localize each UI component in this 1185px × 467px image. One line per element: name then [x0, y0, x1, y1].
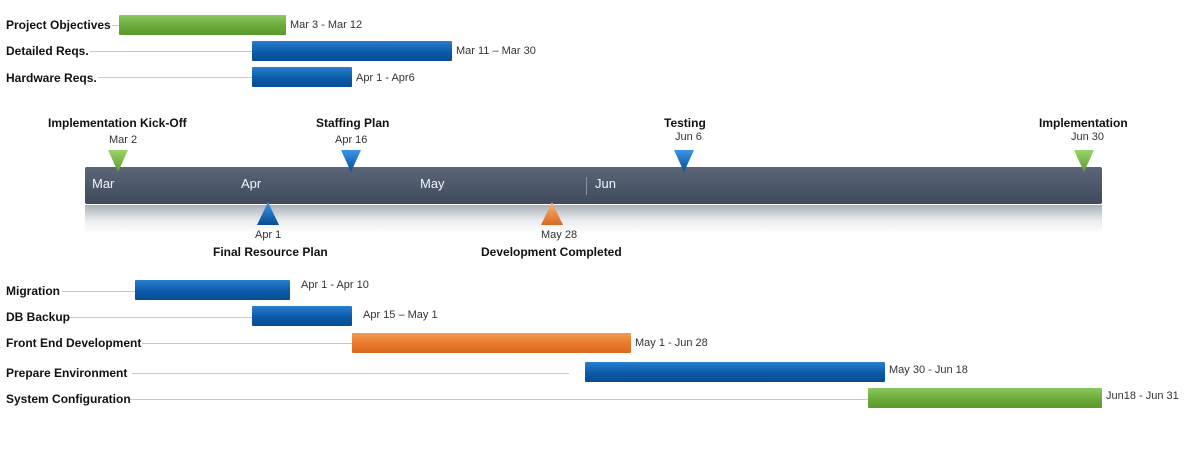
milestone-date: May 28	[541, 229, 578, 241]
milestone-date: Mar 2	[109, 134, 138, 146]
milestone-triangle-up-icon[interactable]	[256, 201, 280, 226]
guide-line	[142, 343, 352, 344]
task-range: Mar 11 – Mar 30	[456, 45, 536, 57]
task-bar[interactable]	[352, 333, 631, 353]
month-label: Apr	[241, 176, 262, 191]
task-range: Jun18 - Jun 31	[1106, 390, 1179, 402]
timeline-bar	[85, 167, 1102, 204]
task-range: May 30 - Jun 18	[889, 364, 968, 376]
milestone-triangle-up-icon[interactable]	[540, 201, 564, 226]
milestone-date: Jun 30	[1071, 131, 1105, 143]
milestone-title: Testing	[664, 116, 706, 130]
milestone-date: Apr 16	[335, 134, 368, 146]
guide-line	[98, 77, 252, 78]
task-bar[interactable]	[252, 306, 352, 326]
milestone-date: Jun 6	[675, 131, 702, 143]
task-label: System Configuration	[6, 392, 131, 406]
guide-line	[112, 25, 120, 26]
month-label: Jun	[595, 176, 616, 191]
guide-line	[68, 317, 252, 318]
milestone-triangle-down-icon[interactable]	[1073, 149, 1095, 173]
month-label: May	[420, 176, 445, 191]
guide-line	[130, 399, 868, 400]
task-label: Migration	[6, 284, 60, 298]
task-bar[interactable]	[868, 388, 1102, 408]
milestone-triangle-down-icon[interactable]	[107, 149, 129, 173]
task-label: Detailed Reqs.	[6, 44, 89, 58]
month-label: Mar	[92, 176, 115, 191]
task-range: Apr 15 – May 1	[363, 309, 438, 321]
task-range: Apr 1 - Apr6	[356, 72, 415, 84]
task-bar[interactable]	[135, 280, 290, 300]
milestone-title: Staffing Plan	[316, 116, 390, 130]
task-bar[interactable]	[585, 362, 885, 382]
milestone-title: Final Resource Plan	[213, 245, 328, 259]
task-label: Hardware Reqs.	[6, 71, 97, 85]
task-label: Front End Development	[6, 336, 142, 350]
milestone-title: Implementation Kick-Off	[48, 116, 187, 130]
timeline-reflection	[85, 205, 1102, 233]
task-bar[interactable]	[252, 67, 352, 87]
task-bar[interactable]	[252, 41, 452, 61]
milestone-date: Apr 1	[255, 229, 282, 241]
milestone-triangle-down-icon[interactable]	[673, 149, 695, 173]
month-separator	[586, 177, 587, 195]
task-range: Apr 1 - Apr 10	[301, 279, 369, 291]
task-label: Project Objectives	[6, 18, 111, 32]
task-range: May 1 - Jun 28	[635, 337, 708, 349]
milestone-title: Implementation	[1039, 116, 1128, 130]
milestone-triangle-down-icon[interactable]	[340, 149, 362, 173]
task-label: Prepare Environment	[6, 366, 128, 380]
guide-line	[132, 373, 569, 374]
guide-line	[62, 291, 135, 292]
task-bar[interactable]	[119, 15, 286, 35]
guide-line	[90, 51, 252, 52]
milestone-title: Development Completed	[481, 245, 622, 259]
task-range: Mar 3 - Mar 12	[290, 19, 363, 31]
task-label: DB Backup	[6, 310, 71, 324]
